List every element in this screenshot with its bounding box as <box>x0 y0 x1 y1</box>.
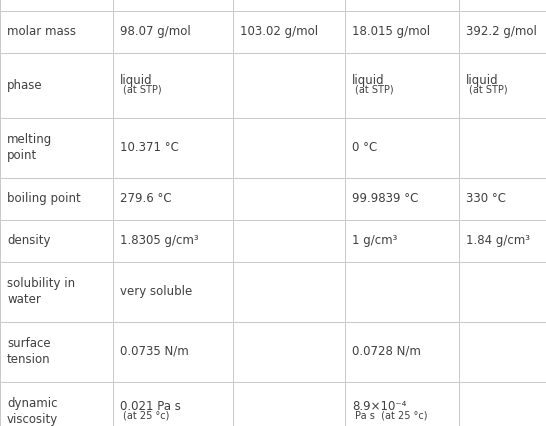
Text: 18.015 g/mol: 18.015 g/mol <box>352 25 430 38</box>
Text: phase: phase <box>7 78 43 92</box>
Text: boiling point: boiling point <box>7 192 81 205</box>
Text: 99.9839 °C: 99.9839 °C <box>352 192 418 205</box>
Text: 103.02 g/mol: 103.02 g/mol <box>240 25 318 38</box>
Text: dynamic
viscosity: dynamic viscosity <box>7 397 58 426</box>
Text: Pa s  (at 25 °c): Pa s (at 25 °c) <box>355 411 428 421</box>
Text: molar mass: molar mass <box>7 25 76 38</box>
Text: 0.0728 N/m: 0.0728 N/m <box>352 345 421 358</box>
Text: 1.8305 g/cm³: 1.8305 g/cm³ <box>120 234 199 247</box>
Text: 0.021 Pa s: 0.021 Pa s <box>120 400 181 414</box>
Text: 98.07 g/mol: 98.07 g/mol <box>120 25 191 38</box>
Text: 1 g/cm³: 1 g/cm³ <box>352 234 397 247</box>
Text: 8.9×10⁻⁴: 8.9×10⁻⁴ <box>352 400 406 414</box>
Text: (at STP): (at STP) <box>355 84 394 95</box>
Text: 330 °C: 330 °C <box>466 192 506 205</box>
Text: density: density <box>7 234 50 247</box>
Text: 10.371 °C: 10.371 °C <box>120 141 179 154</box>
Text: melting
point: melting point <box>7 133 52 162</box>
Text: (at STP): (at STP) <box>469 84 508 95</box>
Text: (at STP): (at STP) <box>123 84 162 95</box>
Text: very soluble: very soluble <box>120 285 192 298</box>
Text: solubility in
water: solubility in water <box>7 277 75 306</box>
Text: (at 25 °c): (at 25 °c) <box>123 411 169 421</box>
Text: liquid: liquid <box>466 74 498 87</box>
Text: liquid: liquid <box>120 74 153 87</box>
Text: 279.6 °C: 279.6 °C <box>120 192 171 205</box>
Text: 0.0735 N/m: 0.0735 N/m <box>120 345 189 358</box>
Text: 0 °C: 0 °C <box>352 141 377 154</box>
Text: surface
tension: surface tension <box>7 337 51 366</box>
Text: 1.84 g/cm³: 1.84 g/cm³ <box>466 234 530 247</box>
Text: 392.2 g/mol: 392.2 g/mol <box>466 25 537 38</box>
Text: liquid: liquid <box>352 74 384 87</box>
